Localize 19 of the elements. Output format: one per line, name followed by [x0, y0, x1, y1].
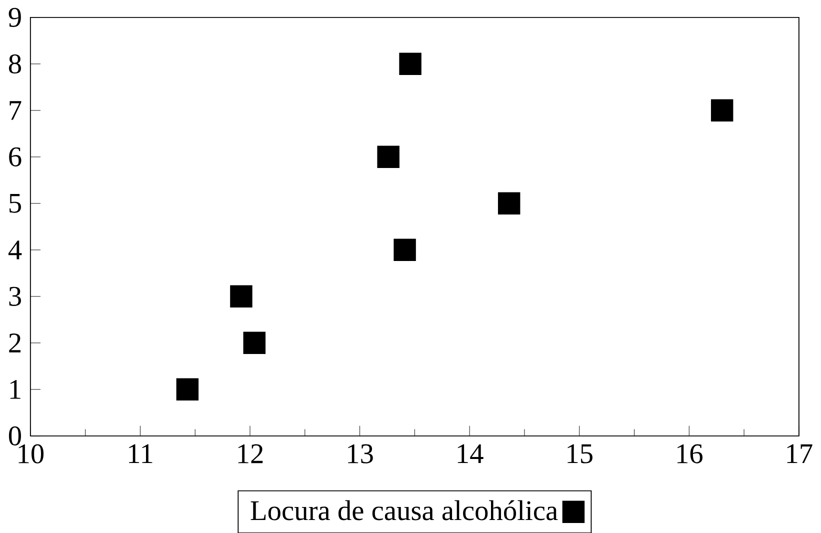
- x-tick-label: 12: [238, 444, 263, 463]
- y-tick-label: 2: [9, 333, 21, 352]
- x-tick-label: 15: [568, 444, 592, 464]
- x-tick-label: 16: [677, 444, 702, 464]
- y-tick-label: 1: [10, 380, 20, 399]
- y-tick-label: 9: [8, 8, 21, 27]
- y-tick-label: 7: [10, 100, 22, 120]
- x-tick-label: 13: [348, 444, 373, 464]
- x-tick-label: 14: [458, 444, 484, 463]
- y-tick-label: 0: [8, 426, 21, 446]
- y-tick-label: 8: [8, 54, 21, 74]
- y-tick-label: 5: [10, 194, 21, 213]
- x-tick-label: 17: [787, 444, 812, 463]
- y-tick-label: 4: [8, 240, 22, 260]
- x-tick-label: 10: [18, 444, 44, 464]
- y-tick-label: 3: [9, 286, 21, 306]
- x-tick-label: 11: [129, 444, 152, 463]
- legend-label: Locura de causa alcohólica: [250, 500, 558, 520]
- y-tick-label: 6: [9, 147, 22, 166]
